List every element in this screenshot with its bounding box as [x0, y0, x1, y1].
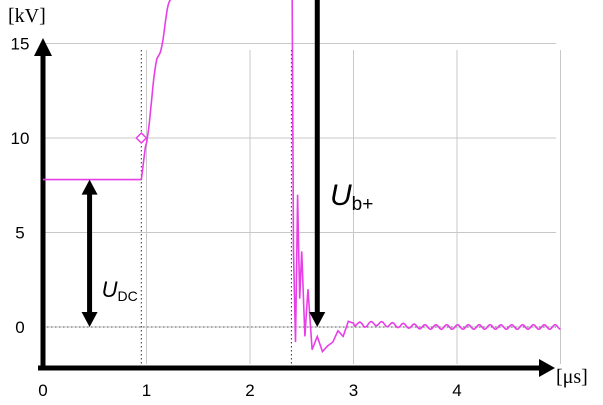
annotation-arrow-bplus [309, 0, 326, 327]
voltage-waveform-line [43, 0, 561, 354]
x-tick-label: 3 [349, 381, 358, 400]
x-tick-label: 1 [142, 381, 151, 400]
annotations: UDC Ub+ [81, 0, 373, 327]
grid [43, 43, 561, 364]
y-axis-unit-label: [kV] [8, 5, 46, 27]
annotation-arrow-dc [81, 179, 98, 327]
arrow-head-top [81, 179, 98, 195]
y-tick-label: 0 [15, 318, 24, 337]
arrow-head-bottom [309, 312, 326, 327]
trigger-marker [135, 131, 148, 145]
y-tick-label: 15 [11, 35, 30, 54]
ub-plus-label: Ub+ [330, 179, 373, 215]
x-axis-unit-label: [μs] [556, 366, 588, 388]
y-tick-label: 5 [15, 224, 24, 243]
tick-labels: 051015202501234 [11, 35, 462, 401]
x-tick-label: 4 [452, 381, 461, 400]
y-axis-arrowhead [34, 38, 52, 56]
y-tick-label: 10 [11, 129, 30, 148]
arrow-head-bottom [81, 312, 98, 327]
udc-label: UDC [102, 277, 138, 304]
x-tick-label: 0 [38, 381, 47, 400]
x-axis-arrowhead [539, 359, 555, 377]
x-tick-label: 2 [245, 381, 254, 400]
reference-lines [43, 50, 556, 364]
axes [34, 38, 555, 377]
